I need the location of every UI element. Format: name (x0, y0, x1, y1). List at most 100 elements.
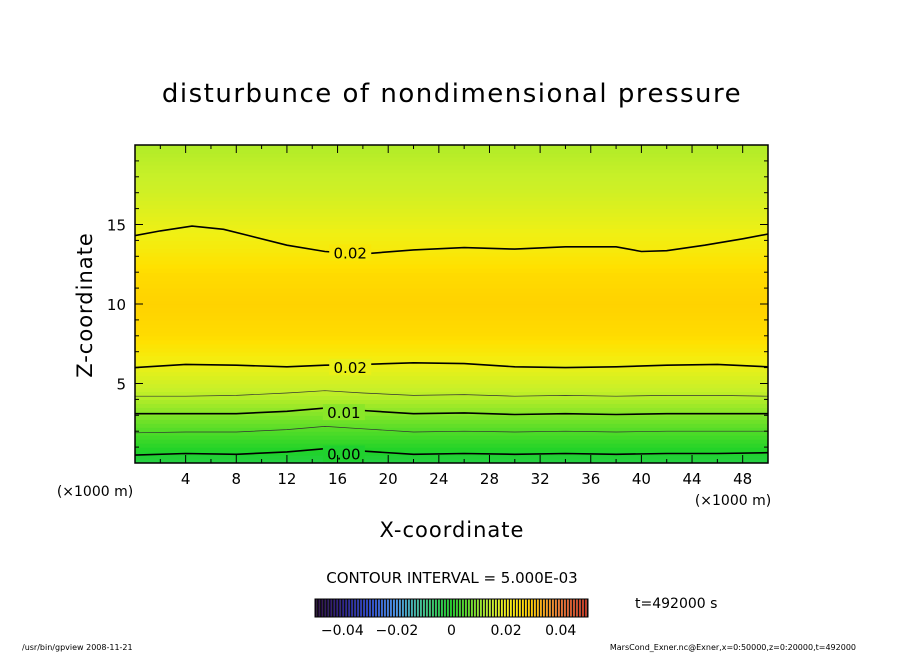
colorbar-gap (445, 599, 447, 617)
colorbar-gap (556, 599, 558, 617)
heatmap-cell (135, 296, 768, 301)
contour-line (135, 225, 768, 255)
heatmap-cell (135, 319, 768, 325)
heatmap-cell (135, 431, 768, 436)
heatmap-cell (135, 216, 768, 222)
colorbar-gap (466, 599, 468, 617)
colorbar (315, 599, 588, 617)
colorbar-swatch (495, 599, 497, 617)
contour-label: 0.02 (334, 359, 367, 377)
heatmap-cell (135, 375, 768, 381)
colorbar-gap (370, 599, 372, 617)
heatmap-cell (135, 220, 768, 226)
heatmap-cell (135, 395, 768, 400)
colorbar-gap (388, 599, 390, 617)
heatmap-cell (135, 331, 768, 337)
colorbar-tick-label: −0.04 (321, 623, 364, 639)
colorbar-swatch (315, 599, 317, 617)
colorbar-gap (529, 599, 531, 617)
colorbar-gap (343, 599, 345, 617)
heatmap-cell (135, 240, 768, 245)
contour-line (135, 426, 768, 434)
colorbar-swatch (504, 599, 506, 617)
colorbar-swatch (414, 599, 416, 617)
heatmap-cell (135, 200, 768, 206)
colorbar-gap (460, 599, 462, 617)
heatmap-cell (135, 284, 768, 289)
heatmap-cell (135, 307, 768, 313)
colorbar-swatch (558, 599, 560, 617)
colorbar-swatch (375, 599, 377, 617)
colorbar-gap (349, 599, 351, 617)
colorbar-swatch (423, 599, 425, 617)
colorbar-swatch (543, 599, 545, 617)
x-axis-label: X-coordinate (380, 518, 525, 542)
colorbar-swatch (342, 599, 344, 617)
colorbar-gap (517, 599, 519, 617)
colorbar-gap (541, 599, 543, 617)
colorbar-gap (382, 599, 384, 617)
colorbar-gap (400, 599, 402, 617)
colorbar-gap (328, 599, 330, 617)
colorbar-swatch (531, 599, 533, 617)
colorbar-swatch (570, 599, 572, 617)
heatmap-cell (135, 335, 768, 341)
heatmap-cell (135, 343, 768, 349)
colorbar-swatch (513, 599, 515, 617)
heatmap-cell (135, 145, 768, 150)
x-tick-label: 4 (181, 470, 191, 488)
colorbar-swatch (321, 599, 323, 617)
y-unit-label: (×1000 m) (695, 493, 771, 509)
colorbar-swatch (429, 599, 431, 617)
colorbar-swatch (576, 599, 578, 617)
colorbar-swatch (345, 599, 347, 617)
y-tick-label: 10 (107, 296, 126, 314)
colorbar-swatch (435, 599, 437, 617)
footer-right: MarsCond_Exner.nc@Exner,x=0:50000,z=0:20… (610, 643, 856, 652)
heatmap-cell (135, 423, 768, 428)
colorbar-swatch (537, 599, 539, 617)
heatmap-cell (135, 212, 768, 218)
colorbar-swatch (399, 599, 401, 617)
colorbar-gap (553, 599, 555, 617)
colorbar-swatch (546, 599, 548, 617)
colorbar-swatch (402, 599, 404, 617)
colorbar-gap (514, 599, 516, 617)
heatmap-cell (135, 252, 768, 257)
colorbar-swatch (561, 599, 563, 617)
colorbar-swatch (420, 599, 422, 617)
colorbar-swatch (579, 599, 581, 617)
colorbar-gap (565, 599, 567, 617)
colorbar-gap (433, 599, 435, 617)
x-tick-label: 44 (682, 470, 701, 488)
heatmap-cell (135, 236, 768, 241)
colorbar-swatch (519, 599, 521, 617)
heatmap-cell (135, 327, 768, 333)
colorbar-gap (475, 599, 477, 617)
colorbar-gap (427, 599, 429, 617)
heatmap-cell (135, 443, 768, 448)
contour-lines (135, 225, 768, 456)
colorbar-swatch (441, 599, 443, 617)
colorbar-gap (316, 599, 318, 617)
colorbar-gap (526, 599, 528, 617)
heatmap-cell (135, 439, 768, 444)
colorbar-tick-label: 0.04 (545, 623, 576, 639)
heatmap-cell (135, 315, 768, 321)
colorbar-swatch (540, 599, 542, 617)
colorbar-gap (490, 599, 492, 617)
colorbar-gap (391, 599, 393, 617)
colorbar-gap (547, 599, 549, 617)
heatmap-cell (135, 447, 768, 452)
colorbar-swatch (369, 599, 371, 617)
heatmap-cell (135, 351, 768, 357)
colorbar-gap (373, 599, 375, 617)
contour-label: 0.01 (327, 404, 360, 422)
heatmap-cell (135, 363, 768, 369)
colorbar-tick-label: 0 (447, 623, 456, 639)
heatmap-cell (135, 435, 768, 440)
contour-label-bg (329, 358, 372, 375)
colorbar-swatch (330, 599, 332, 617)
colorbar-swatch (438, 599, 440, 617)
heatmap-cell (135, 192, 768, 198)
